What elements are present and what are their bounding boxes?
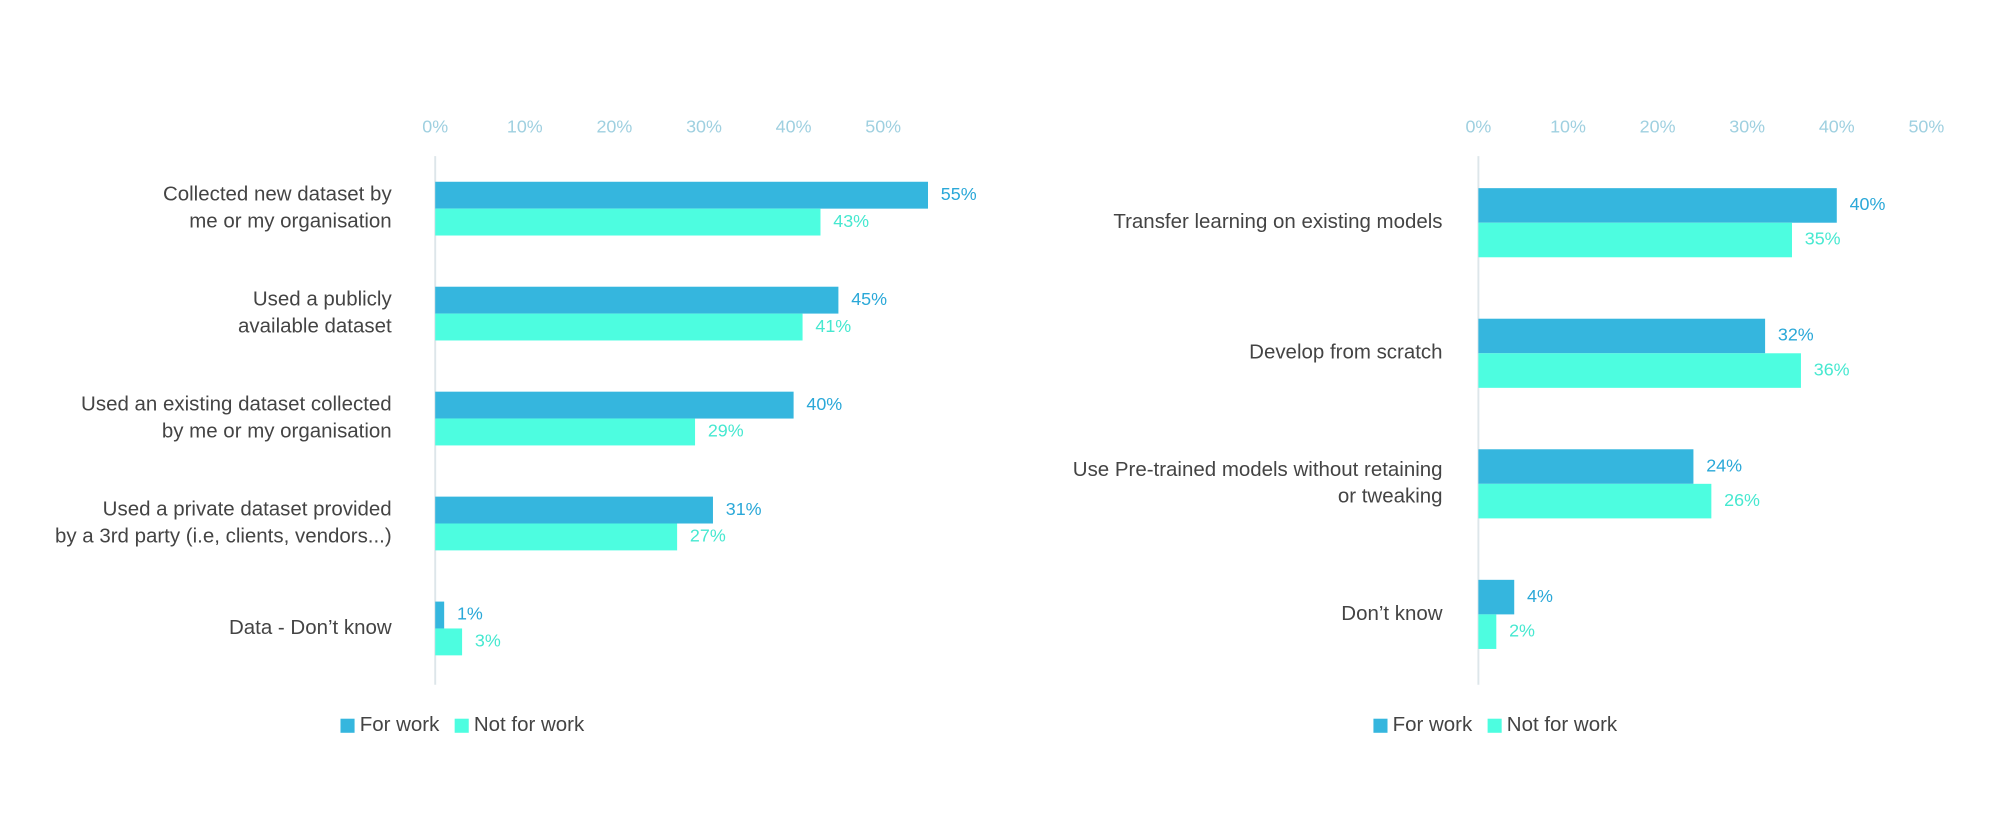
x-tick-label: 20%	[1640, 117, 1676, 137]
category-label: Don’t know	[1341, 602, 1442, 625]
value-label: 29%	[708, 421, 744, 441]
legend-swatch	[1373, 718, 1388, 733]
bar	[1478, 579, 1515, 615]
category-label: Develop from scratch	[1249, 341, 1442, 364]
bar	[1478, 483, 1712, 519]
category-label: me or my organisation	[189, 209, 392, 232]
legend-label: For work	[360, 713, 440, 736]
value-label: 3%	[475, 631, 501, 651]
bar	[1478, 614, 1497, 649]
legend-swatch	[340, 718, 355, 733]
value-label: 26%	[1724, 490, 1760, 510]
bar	[435, 523, 678, 551]
x-tick-label: 50%	[1908, 117, 1944, 137]
bar	[435, 208, 821, 236]
value-label: 55%	[941, 184, 977, 204]
bar	[1478, 318, 1766, 354]
bar	[435, 601, 445, 629]
bar	[1478, 222, 1792, 258]
bar	[435, 313, 803, 341]
value-label: 35%	[1805, 229, 1841, 249]
value-label: 24%	[1706, 455, 1742, 475]
x-tick-label: 10%	[1550, 117, 1586, 137]
value-label: 1%	[457, 604, 483, 624]
bar	[435, 181, 929, 209]
category-label: Used a private dataset provided	[103, 497, 392, 520]
category-label: Collected new dataset by	[163, 183, 392, 206]
legend-label: Not for work	[474, 713, 585, 736]
category-label: Transfer learning on existing models	[1113, 210, 1442, 233]
value-label: 41%	[815, 316, 851, 336]
category-label: available dataset	[238, 314, 392, 337]
x-tick-label: 30%	[686, 117, 722, 137]
bar	[435, 286, 839, 314]
category-label: or tweaking	[1338, 485, 1443, 508]
value-label: 27%	[690, 526, 726, 546]
bar	[435, 391, 794, 419]
x-tick-label: 10%	[507, 117, 543, 137]
bar	[1478, 449, 1694, 484]
category-label: by a 3rd party (i.e, clients, vendors...…	[55, 524, 392, 547]
bar	[435, 496, 713, 524]
value-label: 40%	[806, 394, 842, 414]
value-label: 36%	[1814, 359, 1850, 379]
bar	[1478, 353, 1801, 388]
bar	[435, 628, 463, 656]
category-label: by me or my organisation	[162, 419, 392, 442]
category-label: Data - Don’t know	[229, 616, 392, 639]
value-label: 31%	[726, 499, 762, 519]
legend-swatch	[454, 718, 469, 733]
x-tick-label: 30%	[1729, 117, 1765, 137]
bar	[435, 418, 696, 446]
value-label: 45%	[851, 289, 887, 309]
value-label: 32%	[1778, 325, 1814, 345]
x-tick-label: 40%	[776, 117, 812, 137]
legend-label: For work	[1393, 713, 1473, 736]
category-label: Use Pre-trained models without retaining	[1073, 458, 1443, 481]
x-tick-label: 20%	[596, 117, 632, 137]
x-tick-label: 0%	[422, 117, 448, 137]
value-label: 2%	[1509, 620, 1535, 640]
x-tick-label: 40%	[1819, 117, 1855, 137]
value-label: 40%	[1850, 194, 1886, 214]
value-label: 4%	[1527, 586, 1553, 606]
value-label: 43%	[833, 211, 869, 231]
category-label: Used an existing dataset collected	[81, 393, 392, 416]
category-label: Used a publicly	[253, 288, 393, 311]
x-tick-label: 0%	[1465, 117, 1491, 137]
legend-label: Not for work	[1507, 713, 1618, 736]
bar	[1478, 188, 1837, 223]
x-tick-label: 50%	[865, 117, 901, 137]
legend-swatch	[1487, 718, 1502, 733]
